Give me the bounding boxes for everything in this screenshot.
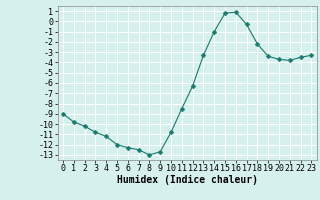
X-axis label: Humidex (Indice chaleur): Humidex (Indice chaleur) xyxy=(117,175,258,185)
